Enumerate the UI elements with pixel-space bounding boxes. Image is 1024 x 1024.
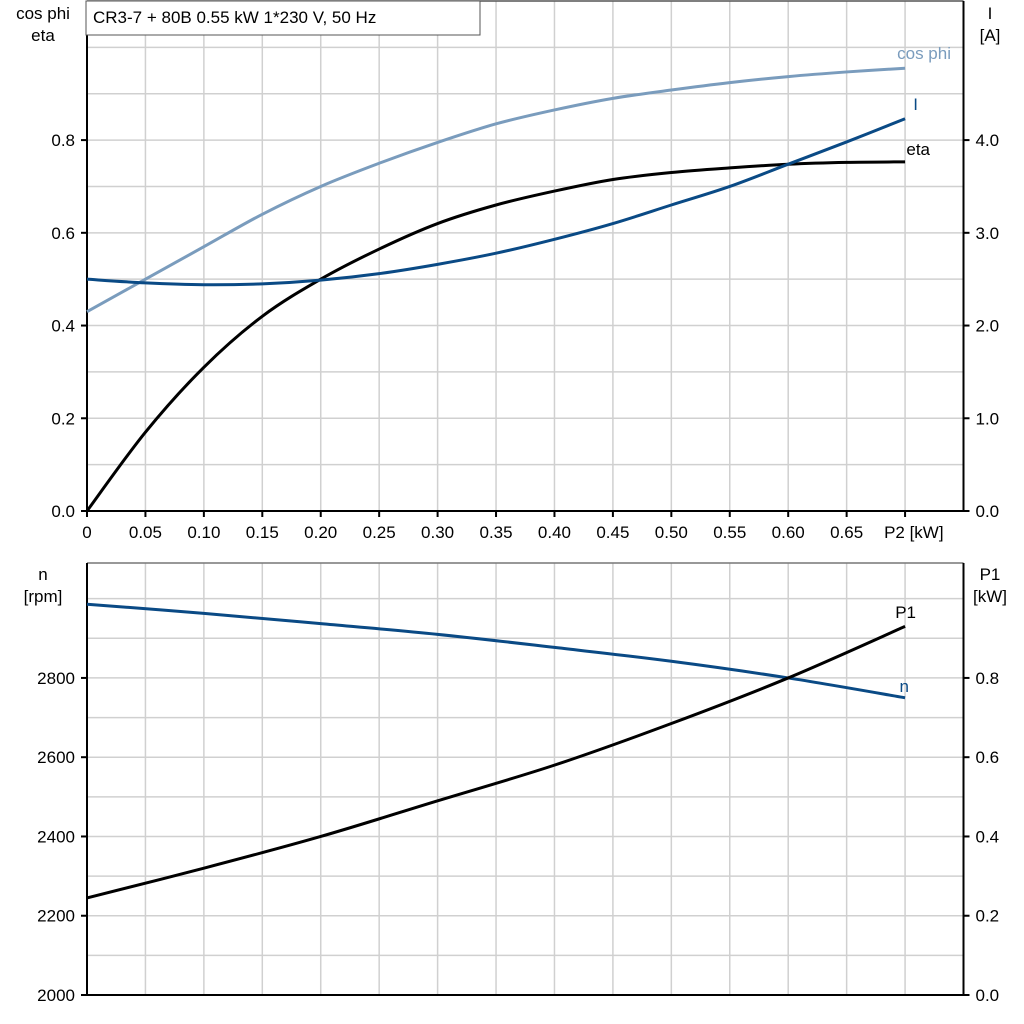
y-left-tick-label: 0.8 xyxy=(51,131,75,150)
series-line-i xyxy=(86,117,906,287)
y-left-tick-label: 0.2 xyxy=(51,409,75,428)
x-tick-label: 0.50 xyxy=(655,523,688,542)
y-right-tick-label: 0.8 xyxy=(976,669,1000,688)
y-right-tick-label: 0.4 xyxy=(976,827,1000,846)
x-tick-label: 0.10 xyxy=(187,523,220,542)
title-box: CR3-7 + 80B 0.55 kW 1*230 V, 50 Hz xyxy=(85,0,481,36)
y-left-axis-label: eta xyxy=(31,26,55,45)
y-left-tick-label: 2200 xyxy=(37,907,75,926)
x-tick-label: 0.40 xyxy=(538,523,571,542)
x-tick-label: 0.35 xyxy=(479,523,512,542)
series-label-eta: eta xyxy=(906,140,930,159)
y-left-tick-label: 2800 xyxy=(37,669,75,688)
series-label-cos-phi: cos phi xyxy=(897,44,951,63)
series-line-n xyxy=(86,602,906,700)
x-tick-label: 0 xyxy=(82,523,91,542)
series-line-cos-phi xyxy=(86,66,906,313)
y-left-axis-label: n xyxy=(38,565,47,584)
y-left-tick-label: 0.4 xyxy=(51,317,75,336)
y-right-tick-label: 0.2 xyxy=(976,907,1000,926)
chart-title: CR3-7 + 80B 0.55 kW 1*230 V, 50 Hz xyxy=(93,8,376,27)
y-left-tick-label: 0.6 xyxy=(51,224,75,243)
x-tick-label: 0.55 xyxy=(713,523,746,542)
y-left-tick-label: 2600 xyxy=(37,748,75,767)
x-tick-label: 0.65 xyxy=(830,523,863,542)
x-tick-label: 0.20 xyxy=(304,523,337,542)
y-left-axis-label: cos phi xyxy=(16,4,70,23)
y-right-tick-label: 2.0 xyxy=(976,317,1000,336)
y-right-tick-label: 3.0 xyxy=(976,224,1000,243)
y-right-axis-label: [A] xyxy=(980,26,1001,45)
x-tick-label: 0.45 xyxy=(596,523,629,542)
series-label-i: I xyxy=(913,95,918,114)
x-tick-label: 0.30 xyxy=(421,523,454,542)
y-right-tick-label: 4.0 xyxy=(976,131,1000,150)
x-tick-label: 0.25 xyxy=(363,523,396,542)
series-line-eta xyxy=(85,160,906,512)
x-tick-label: 0.05 xyxy=(129,523,162,542)
y-left-tick-label: 2000 xyxy=(37,986,75,1005)
y-left-tick-label: 0.0 xyxy=(51,502,75,521)
x-axis-label: P2 [kW] xyxy=(884,523,944,542)
top-chart: 0.0 0.2 0.4 0.6 0.8 0.0 1.0 2.0 3.0 4.0 cos phi eta… xyxy=(16,0,1001,542)
y-right-tick-label: 0.0 xyxy=(976,502,1000,521)
bottom-chart: 2000 2200 2400 2600 2800 0.0 0.2 0.4 0.6 0.8 n [rpm… xyxy=(24,562,1007,1005)
y-right-axis-label: I xyxy=(988,4,993,23)
x-tick-label: 0.15 xyxy=(246,523,279,542)
y-right-tick-label: 0.6 xyxy=(976,748,1000,767)
y-right-tick-label: 0.0 xyxy=(976,986,1000,1005)
y-left-axis-label: [rpm] xyxy=(24,587,63,606)
series-label-p1: P1 xyxy=(895,603,916,622)
series-line-p1 xyxy=(86,625,906,900)
y-left-tick-label: 2400 xyxy=(37,827,75,846)
y-right-axis-label: P1 xyxy=(980,565,1001,584)
y-right-tick-label: 1.0 xyxy=(976,409,1000,428)
y-right-axis-label: [kW] xyxy=(973,587,1007,606)
x-tick-label: 0.60 xyxy=(772,523,805,542)
series-label-n: n xyxy=(900,677,909,696)
